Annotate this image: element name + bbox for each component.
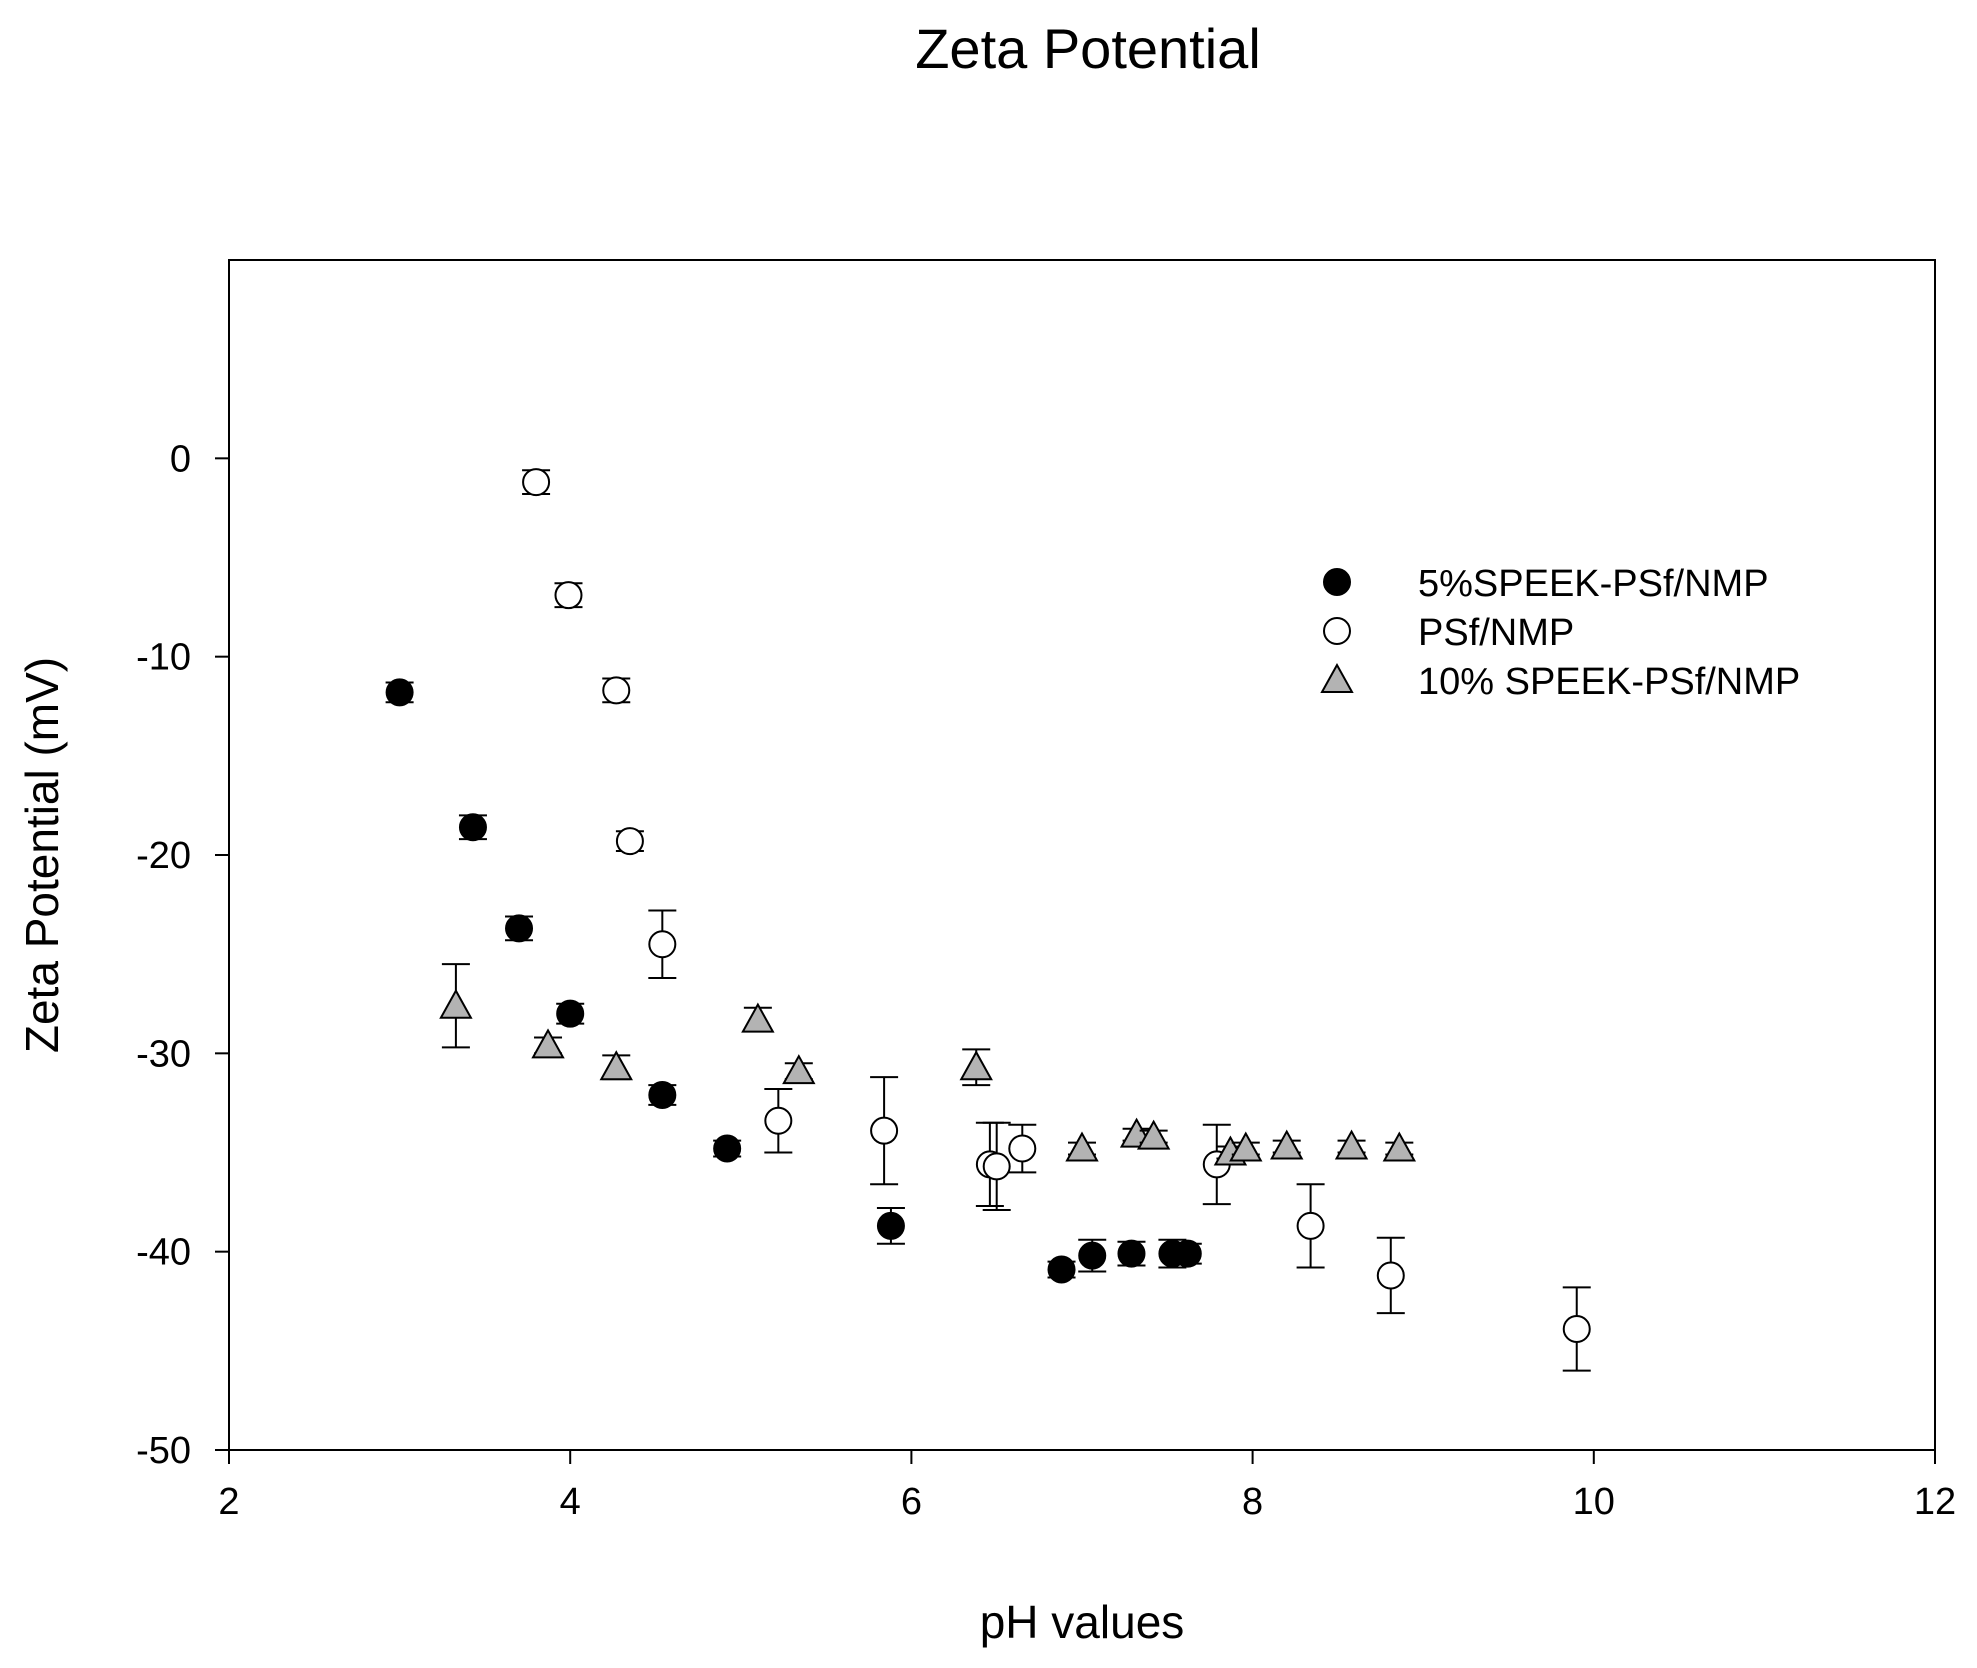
data-point-1-2 [602, 676, 631, 705]
data-point-2-11 [1270, 1129, 1304, 1160]
data-point-2-4 [782, 1054, 816, 1085]
data-point-2-13 [1382, 1131, 1417, 1162]
y-tick-label-3: -20 [136, 835, 191, 877]
y-tick-label-2: -30 [136, 1033, 191, 1075]
data-point-2-6 [1065, 1131, 1099, 1162]
data-point-2-0 [439, 988, 473, 1019]
data-point-0-0 [385, 678, 414, 707]
data-point-0-2 [505, 914, 534, 943]
data-point-0-11 [1173, 1239, 1202, 1268]
data-point-1-3 [615, 827, 644, 856]
data-point-2-10 [1229, 1131, 1263, 1162]
legend-label-0: 5%SPEEK-PSf/NMP [1418, 563, 1769, 605]
data-point-1-4 [648, 930, 677, 959]
legend-marker-0 [1323, 568, 1351, 596]
data-point-0-4 [648, 1080, 677, 1109]
y-tick-label-1: -40 [136, 1232, 191, 1274]
data-point-2-2 [599, 1050, 633, 1081]
chart-legend: 5%SPEEK-PSf/NMP PSf/NMP 10% SPEEK-PSf/NMP [1320, 563, 1800, 703]
data-point-1-12 [1376, 1261, 1405, 1290]
data-point-1-1 [554, 581, 583, 610]
data-point-2-5 [959, 1050, 993, 1081]
y-axis-label: Zeta Potential (mV) [16, 657, 68, 1053]
data-point-1-13 [1562, 1315, 1591, 1344]
data-point-1-8 [982, 1152, 1011, 1181]
data-point-0-7 [1047, 1255, 1076, 1284]
x-axis-tick-labels: 2 4 6 8 10 12 [218, 1481, 1956, 1523]
legend-marker-2 [1320, 662, 1354, 693]
y-axis-tick-labels: -50 -40 -30 -20 -10 0 [136, 438, 191, 1472]
y-tick-label-0: -50 [136, 1430, 191, 1472]
data-point-1-6 [870, 1116, 899, 1145]
x-tick-label-4: 10 [1573, 1481, 1615, 1523]
data-point-1-9 [1008, 1134, 1037, 1163]
data-series-layer [385, 468, 1591, 1372]
legend-label-1: PSf/NMP [1418, 612, 1574, 654]
data-point-0-9 [1117, 1239, 1146, 1268]
chart-title: Zeta Potential [915, 17, 1261, 80]
data-point-2-8 [1136, 1119, 1171, 1150]
y-axis-ticks [215, 457, 229, 1451]
series-1 [522, 468, 1591, 1372]
data-point-0-5 [713, 1134, 742, 1163]
x-axis-label: pH values [980, 1596, 1185, 1648]
data-point-1-5 [764, 1106, 793, 1135]
y-tick-label-5: 0 [170, 438, 191, 480]
x-tick-label-2: 6 [901, 1481, 922, 1523]
data-point-2-12 [1334, 1129, 1369, 1160]
y-tick-label-4: -10 [136, 637, 191, 679]
legend-label-2: 10% SPEEK-PSf/NMP [1418, 661, 1800, 703]
x-tick-label-1: 4 [560, 1481, 581, 1523]
data-point-0-3 [556, 999, 585, 1028]
x-tick-label-3: 8 [1242, 1481, 1263, 1523]
data-point-0-6 [876, 1211, 905, 1240]
data-point-0-1 [458, 813, 487, 842]
series-2 [439, 963, 1417, 1166]
x-tick-label-5: 12 [1914, 1481, 1956, 1523]
series-0 [385, 678, 1202, 1284]
x-axis-ticks [228, 1450, 1936, 1464]
data-point-2-1 [531, 1028, 565, 1059]
x-tick-label-0: 2 [218, 1481, 239, 1523]
data-point-1-0 [522, 468, 551, 497]
legend-marker-1 [1323, 617, 1351, 645]
data-point-0-8 [1078, 1241, 1107, 1270]
data-point-2-3 [741, 1002, 775, 1033]
data-point-1-11 [1296, 1211, 1325, 1240]
